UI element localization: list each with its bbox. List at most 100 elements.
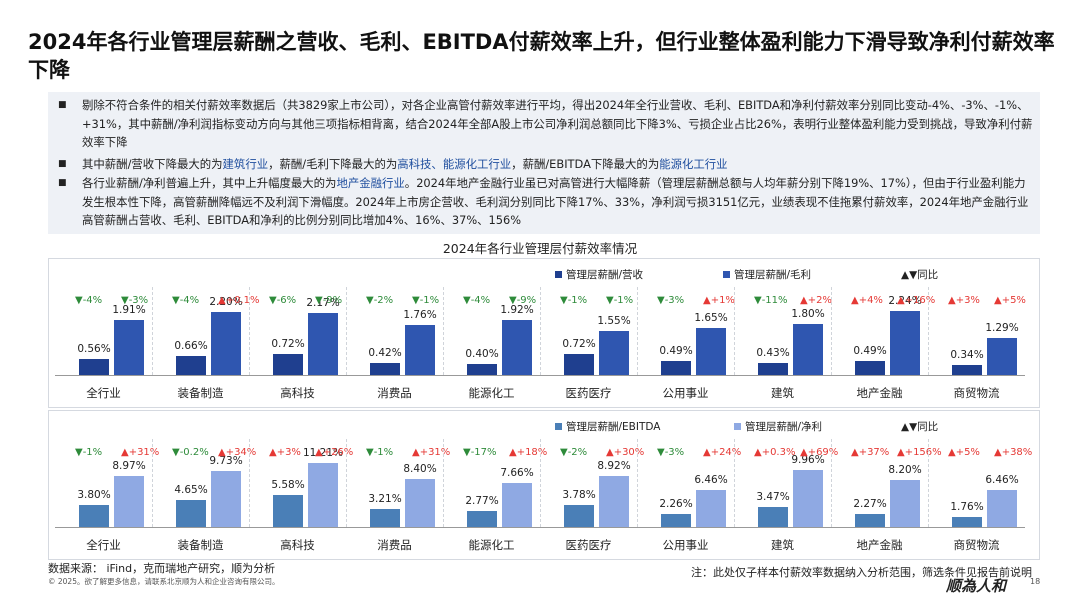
yoy-change-label: ▲+38% — [994, 447, 1033, 458]
yoy-change-label: ▼-1% — [412, 295, 440, 306]
yoy-change-label: ▲+3% — [269, 447, 301, 458]
bar-series-1 — [661, 361, 691, 375]
bar-series-2 — [987, 338, 1017, 375]
data-label: 1.29% — [985, 322, 1019, 335]
chart-panel-ebitda-net: 管理层薪酬/EBITDA 管理层薪酬/净利 ▲▼同比 3.80% ▼-1% 8.97… — [48, 410, 1040, 560]
bar-series-2 — [114, 320, 144, 375]
bar-series-2 — [696, 490, 726, 527]
category-label: 全行业 — [86, 538, 121, 552]
highlight-text: 能源化工行业 — [659, 157, 728, 171]
data-label: 1.92% — [500, 304, 534, 317]
legend-swatch — [723, 271, 730, 278]
yoy-change-label: ▼-2% — [366, 295, 394, 306]
yoy-change-label: ▲+16% — [897, 295, 936, 306]
legend-swatch — [555, 423, 562, 430]
bar-series-1 — [370, 363, 400, 375]
yoy-change-label: ▲+24% — [703, 447, 742, 458]
yoy-change-label: ▼-11% — [754, 295, 788, 306]
yoy-change-label: ▼-2% — [560, 447, 588, 458]
legend-label: ▲▼同比 — [901, 269, 939, 281]
bar-series-2 — [599, 330, 629, 375]
yoy-change-label: ▲+5% — [994, 295, 1026, 306]
yoy-change-label: ▲+156% — [897, 447, 942, 458]
data-label: 0.42% — [368, 347, 402, 359]
bar-series-2 — [890, 480, 920, 527]
text-run: ，薪酬/毛利下降最大的为 — [268, 157, 398, 171]
column-divider — [346, 287, 347, 375]
category-label: 消费品 — [377, 386, 412, 400]
legend-label: 管理层薪酬/EBITDA — [566, 421, 661, 433]
highlight-text: 地产金融行业 — [336, 176, 405, 190]
data-label: 2.26% — [659, 498, 693, 511]
column-divider — [928, 287, 929, 375]
bar-series-1 — [273, 354, 303, 375]
chart-section-title: 2024年各行业管理层付薪效率情况 — [442, 241, 638, 256]
text-run: 其中薪酬/营收下降最大的为 — [82, 157, 223, 171]
data-label: 0.72% — [271, 338, 305, 351]
column-divider — [831, 439, 832, 527]
summary-box: ■ 剔除不符合条件的相关付薪效率数据后（共3829家上市公司），对各企业高管付薪… — [48, 92, 1040, 234]
data-label: 0.56% — [77, 343, 111, 355]
chart-panel-revenue-gross: 管理层薪酬/营收 管理层薪酬/毛利 ▲▼同比 0.56% ▼-4% 1.91% ▼-3… — [48, 258, 1040, 408]
data-label: 0.49% — [853, 345, 887, 357]
bar-series-2 — [793, 470, 823, 527]
data-label: 3.78% — [562, 489, 596, 502]
data-label: 1.55% — [597, 314, 631, 327]
summary-bullet-2: ■ 其中薪酬/营收下降最大的为建筑行业，薪酬/毛利下降最大的为高科技、能源化工行… — [58, 155, 1035, 174]
yoy-change-label: ▲+2% — [800, 295, 832, 306]
bar-series-1 — [758, 362, 788, 375]
category-label: 地产金融 — [856, 538, 903, 552]
highlight-text: 建筑行业 — [222, 157, 269, 171]
data-label: 0.34% — [950, 349, 984, 362]
bar-series-1 — [564, 354, 594, 375]
yoy-change-label: ▼-1% — [606, 295, 634, 306]
yoy-change-label: ▲+37% — [851, 447, 890, 458]
column-divider — [152, 439, 153, 527]
summary-text: 各行业薪酬/净利普遍上升，其中上升幅度最大的为地产金融行业。2024年地产金融行… — [82, 174, 1035, 230]
yoy-change-label: ▲+26% — [315, 447, 354, 458]
yoy-change-label: ▼-9% — [315, 295, 343, 306]
text-run: ，薪酬/EBITDA下降最大的为 — [511, 157, 660, 171]
data-label: 1.65% — [694, 311, 728, 324]
category-label: 全行业 — [86, 386, 121, 400]
yoy-change-label: ▼-3% — [121, 295, 149, 306]
page-number: 18 — [1030, 577, 1041, 586]
data-label: 0.43% — [756, 346, 790, 359]
legend-item-series-2: 管理层薪酬/净利 — [734, 419, 822, 434]
column-divider — [637, 287, 638, 375]
text-run: 。2024年地产金融行业虽已对高管进行大幅降薪（管理层薪酬总额与人均年薪分别下降… — [82, 176, 1029, 228]
bar-series-1 — [564, 505, 594, 527]
data-label: 8.97% — [112, 459, 146, 472]
data-label: 2.20% — [209, 296, 243, 309]
yoy-change-label: ▼-4% — [463, 295, 491, 306]
summary-text: 剔除不符合条件的相关付薪效率数据后（共3829家上市公司），对各企业高管付薪效率… — [82, 96, 1035, 152]
column-divider — [443, 287, 444, 375]
bar-series-1 — [176, 500, 206, 527]
data-label: 8.92% — [597, 460, 631, 473]
x-axis-line — [55, 527, 1025, 528]
yoy-change-label: ▲+5% — [948, 447, 980, 458]
highlight-text: 高科技、能源化工行业 — [397, 157, 512, 171]
data-label: 6.46% — [985, 474, 1019, 487]
data-label: 6.46% — [694, 474, 728, 487]
data-source: 数据来源： iFind，克而瑞地产研究，顺为分析 — [48, 562, 276, 575]
data-label: 8.40% — [403, 463, 437, 476]
bar-series-2 — [114, 475, 144, 527]
summary-text: 其中薪酬/营收下降最大的为建筑行业，薪酬/毛利下降最大的为高科技、能源化工行业，… — [82, 155, 1035, 174]
data-label: 0.66% — [174, 340, 208, 353]
bar-series-2 — [308, 313, 338, 375]
column-divider — [540, 439, 541, 527]
yoy-change-label: ▼-17% — [463, 447, 497, 458]
yoy-change-label: ▲+34% — [218, 447, 257, 458]
bar-series-2 — [308, 463, 338, 527]
bar-series-2 — [987, 490, 1017, 527]
data-label: 7.66% — [500, 467, 534, 480]
category-label: 能源化工 — [468, 386, 515, 400]
copyright: © 2025。欲了解更多信息，请联系北京顺为人和企业咨询有限公司。 — [48, 577, 280, 586]
category-label: 商贸物流 — [953, 538, 1000, 552]
legend-item-yoy: ▲▼同比 — [901, 267, 938, 282]
data-label: 9.73% — [209, 455, 243, 468]
yoy-change-label: ▲+3% — [948, 295, 980, 306]
yoy-change-label: ▲+31% — [121, 447, 160, 458]
bar-series-1 — [467, 511, 497, 527]
